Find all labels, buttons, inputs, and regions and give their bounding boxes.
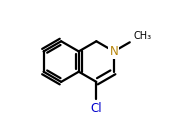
Text: N: N [110, 45, 118, 58]
Text: CH₃: CH₃ [133, 31, 151, 41]
Text: Cl: Cl [91, 102, 102, 115]
